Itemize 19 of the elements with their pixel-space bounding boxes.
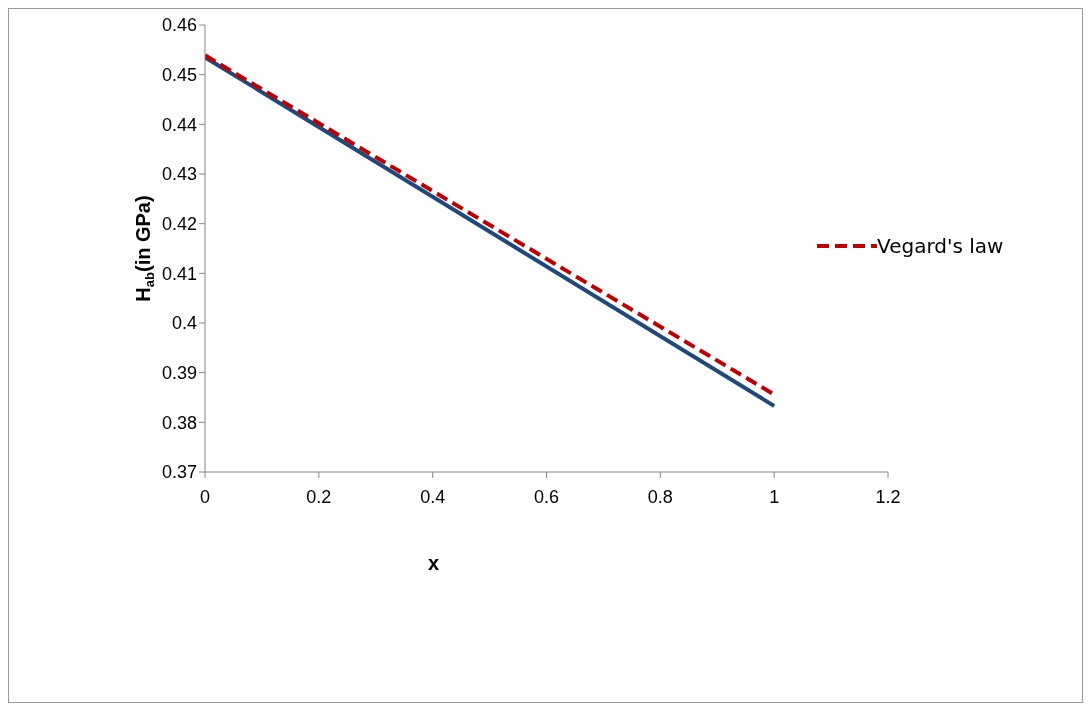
x-tick-label: 0.4: [420, 486, 446, 507]
x-tick-label: 0: [199, 486, 211, 507]
y-tick-label: 0.46: [161, 15, 197, 36]
x-axis-title: x: [427, 552, 440, 574]
y-tick-label: 0.43: [161, 164, 197, 185]
y-tick-label: 0.45: [161, 65, 197, 86]
x-tick-label: 0.2: [306, 486, 332, 507]
x-tick-label: 1: [769, 486, 780, 507]
y-tick-label: 0.37: [161, 462, 197, 483]
y-tick-label: 0.39: [161, 363, 197, 384]
legend-label: Vegard's law: [877, 234, 1004, 258]
y-tick-label: 0.38: [161, 412, 197, 433]
x-tick-label: 0.6: [533, 486, 560, 507]
y-tick-label: 0.42: [161, 214, 197, 235]
y-tick-label: 0.44: [161, 114, 197, 135]
y-tick-label: 0.4: [171, 313, 197, 334]
x-tick-label: 1.2: [875, 486, 901, 507]
x-tick-label: 0.8: [647, 486, 673, 507]
y-tick-label: 0.41: [161, 263, 197, 284]
